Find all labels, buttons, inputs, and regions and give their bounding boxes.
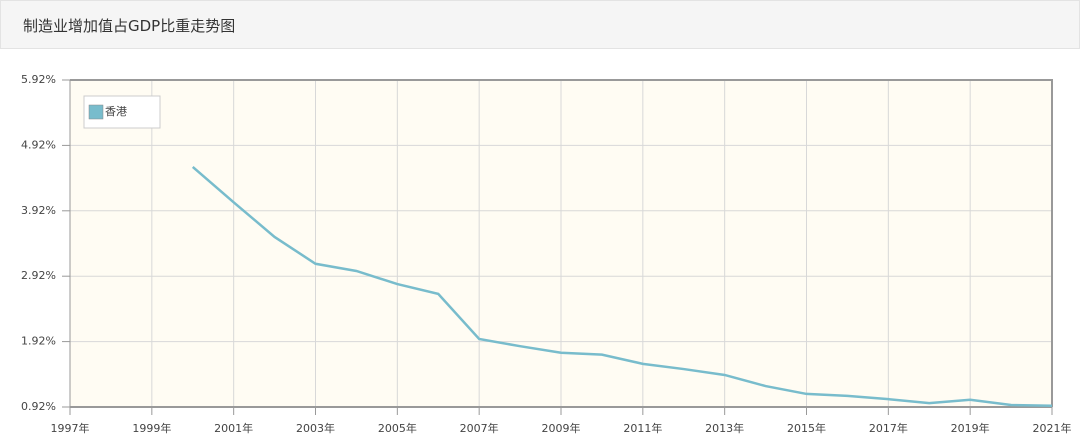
- chart-title: 制造业增加值占GDP比重走势图: [23, 17, 236, 35]
- legend-swatch: [88, 104, 104, 120]
- header: 制造业增加值占GDP比重走势图: [0, 0, 1080, 49]
- x-tick-label: 2007年: [460, 421, 499, 435]
- y-tick-label: 1.92%: [21, 335, 56, 348]
- x-tick-label: 1997年: [51, 421, 90, 435]
- y-tick-label: 4.92%: [21, 138, 56, 151]
- x-tick-label: 2019年: [951, 421, 990, 435]
- x-tick-label: 2021年: [1033, 421, 1072, 435]
- x-tick-label: 2005年: [378, 421, 417, 435]
- x-tick-label: 2011年: [623, 421, 662, 435]
- x-tick-label: 2001年: [214, 421, 253, 435]
- chart: 0.92% 1.92% 2.92% 3.92% 4.92% 5.92% 1997年 1999年…: [21, 73, 1072, 435]
- x-tick-label: 2015年: [787, 421, 826, 435]
- x-tick-label: 2009年: [542, 421, 581, 435]
- data-line: [191, 166, 1053, 407]
- y-tick-label: 3.92%: [21, 204, 56, 217]
- x-tick-label: 2003年: [296, 421, 335, 435]
- x-tick-label: 2017年: [869, 421, 908, 435]
- plot-frame: [70, 79, 1053, 407]
- legend-label: 香港: [105, 105, 127, 118]
- x-tick-label: 1999年: [132, 421, 171, 435]
- y-tick-label: 2.92%: [21, 269, 56, 282]
- x-tick-label: 2013年: [705, 421, 744, 435]
- y-tick-label: 0.92%: [21, 400, 56, 413]
- y-tick-label: 5.92%: [21, 73, 56, 86]
